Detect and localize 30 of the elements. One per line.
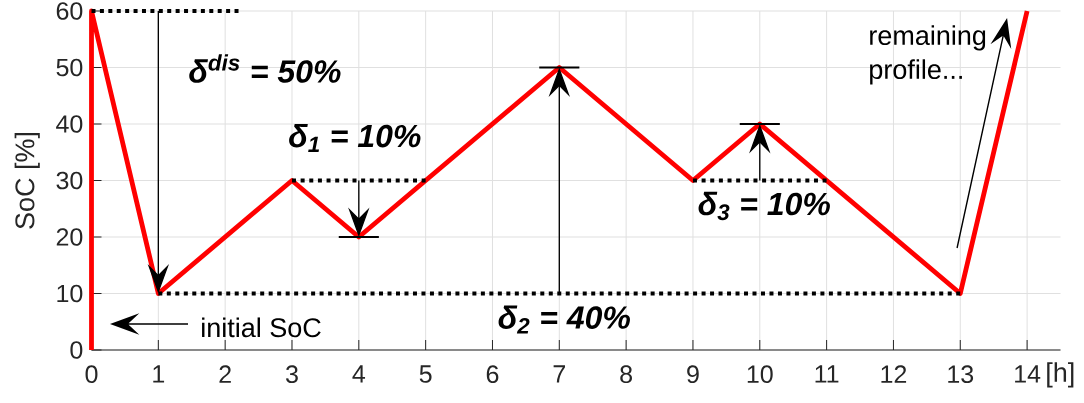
x-tick-label: 3 [286,365,298,384]
x-tick-label: 0 [85,365,98,384]
x-axis-title: [h] [1047,362,1074,388]
annotation: δ$_{3}$ = 10% [698,191,830,221]
y-tick-label: 40 [56,115,83,133]
y-axis-title: SoC [%] [14,132,40,229]
y-tick-label: 20 [56,228,83,246]
x-tick-label: 1 [153,365,165,383]
x-tick-label: 10 [747,365,773,384]
x-tick-label: 11 [815,365,839,383]
y-tick-label: 60 [56,2,83,20]
x-tick-label: 13 [948,365,974,384]
annotation: δ$_{1}$ = 10% [289,123,421,153]
x-tick-label: 5 [419,365,432,383]
annotation: remaining profile... [870,25,986,85]
annotation: initial SoC [202,317,321,338]
y-tick-label: 50 [56,58,83,77]
x-tick-label: 8 [620,365,632,384]
y-tick-label: 30 [56,171,83,190]
annotation: δ$^{dis}$ = 50% [189,54,341,83]
annotation: δ$_{2}$ = 40% [498,305,630,334]
x-tick-label: 4 [352,365,366,383]
x-tick-label: 12 [881,365,907,383]
y-tick-label: 0 [70,341,83,359]
x-tick-label: 9 [687,365,699,384]
y-tick-label: 10 [57,284,83,303]
x-tick-label: 7 [553,365,565,383]
x-tick-label: 6 [486,365,499,384]
x-tick-label: 2 [219,365,231,383]
x-tick-label: 14 [1015,365,1041,383]
